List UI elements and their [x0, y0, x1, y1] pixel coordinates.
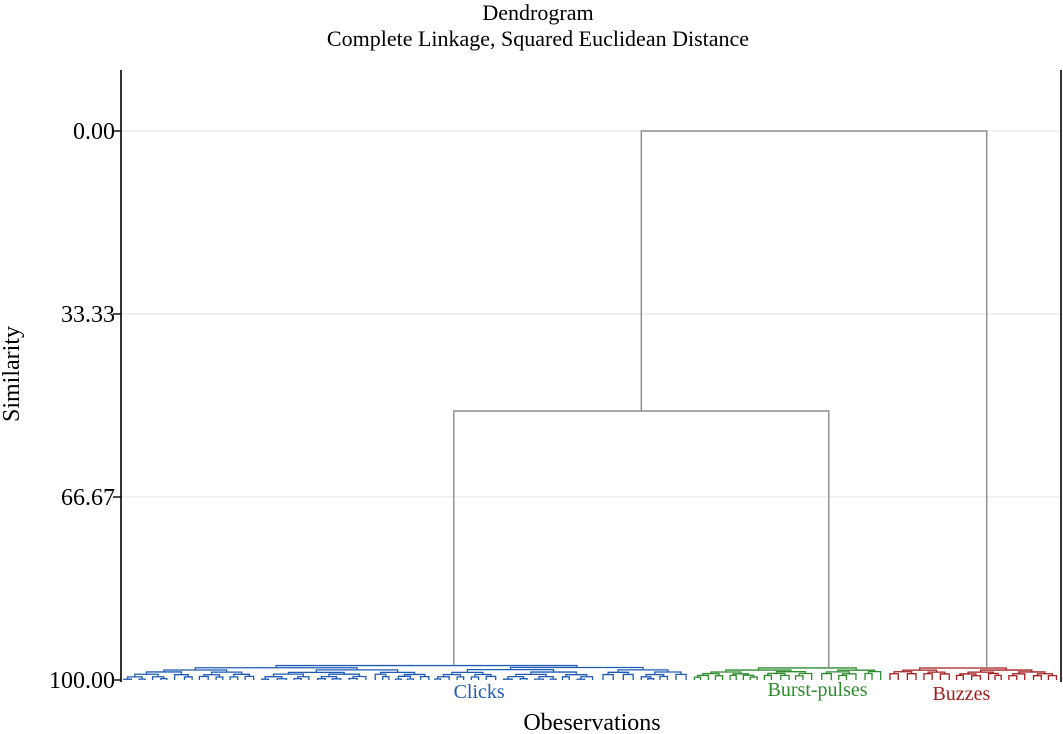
leaf-link: [622, 673, 634, 680]
leaf-link: [215, 676, 224, 680]
leaf-link: [994, 674, 1002, 680]
leaf-link: [645, 673, 665, 677]
leaf-merges: [123, 664, 1058, 680]
leaf-link: [297, 676, 310, 680]
leaf-link: [138, 678, 146, 680]
leaf-link: [261, 678, 270, 680]
chart-title: Dendrogram: [482, 0, 593, 25]
leaf-link: [970, 675, 982, 680]
link-root: [640, 130, 988, 668]
leaf-link: [927, 671, 946, 674]
leaf-link: [331, 678, 342, 680]
leaf-link: [919, 667, 1007, 671]
leaf-link: [714, 675, 724, 680]
leaf-link: [675, 673, 687, 680]
leaf-link: [503, 678, 513, 680]
leaf-link: [889, 673, 899, 680]
leaf-link: [939, 673, 950, 680]
leaf-link: [123, 678, 132, 680]
leaf-link: [394, 678, 402, 680]
leaf-link: [229, 676, 239, 680]
leaf-link: [1047, 674, 1058, 680]
leaf-link: [693, 676, 702, 680]
leaf-link: [749, 676, 758, 680]
leaf-link: [967, 671, 994, 674]
leaf-link: [767, 672, 786, 676]
leaf-link: [419, 675, 430, 680]
leaf-link: [352, 675, 367, 680]
leaf-link: [794, 675, 804, 680]
y-tick-label: 0.00: [73, 119, 115, 145]
leaf-link: [1032, 675, 1042, 680]
cluster-label: Clicks: [454, 681, 505, 703]
leaf-link: [729, 674, 737, 680]
leaf-link: [348, 677, 358, 680]
leaf-link: [580, 676, 594, 680]
cluster-label: Buzzes: [932, 683, 990, 705]
leaf-link: [696, 674, 710, 680]
leaf-link: [602, 673, 614, 680]
chart-subtitle: Complete Linkage, Squared Euclidean Dist…: [327, 26, 749, 51]
leaf-link: [434, 678, 442, 680]
y-tick-label: 66.67: [61, 485, 115, 511]
leaf-link: [640, 676, 652, 680]
y-tick-label: 100.00: [49, 668, 115, 694]
leaf-link: [1008, 675, 1018, 680]
leaf-link: [955, 674, 964, 680]
leaf-link: [442, 673, 462, 677]
leaf-link: [183, 676, 193, 680]
leaf-link: [659, 675, 669, 680]
x-axis-label: Obeservations: [523, 710, 660, 734]
leaf-link: [980, 669, 1033, 673]
y-axis-label: Similarity: [0, 326, 25, 422]
leaf-link: [456, 676, 465, 680]
leaf-link: [287, 671, 345, 675]
leaf-link: [561, 676, 570, 680]
leaf-link: [519, 678, 528, 680]
leaf-link: [515, 673, 547, 677]
leaf-link: [647, 678, 655, 680]
leaf-link: [160, 678, 168, 680]
cluster-label: Burst-pulses: [768, 679, 868, 701]
leaf-link: [397, 675, 412, 680]
leaf-link: [276, 678, 288, 680]
leaf-link: [549, 678, 557, 680]
link-clicks-burstpulses: [453, 410, 830, 668]
leaf-link: [317, 678, 326, 680]
leaf-link: [867, 670, 882, 680]
leaf-link: [406, 678, 415, 680]
leaf-link: [244, 675, 255, 680]
leaf-link: [534, 678, 544, 680]
leaf-link: [382, 675, 390, 680]
y-tick-labels: 0.00 33.33 66.67 100.00: [49, 119, 121, 694]
cluster-labels: Clicks Burst-pulses Buzzes: [454, 679, 991, 705]
leaf-link: [210, 671, 243, 675]
leaf-link: [906, 673, 917, 680]
leaf-link: [198, 675, 209, 680]
y-tick-label: 33.33: [61, 302, 115, 328]
leaf-link: [987, 672, 999, 680]
leaf-link: [923, 673, 933, 680]
leaf-link: [1012, 673, 1026, 680]
leaf-link: [576, 678, 586, 680]
leaf-link: [485, 675, 497, 680]
leaf-link: [293, 677, 302, 680]
leaf-link: [163, 669, 228, 673]
grid-lines: [121, 130, 1061, 498]
leaf-link: [470, 676, 480, 680]
cluster-links: [453, 130, 988, 668]
leaf-link: [757, 667, 857, 671]
leaf-link: [825, 671, 850, 674]
leaf-link: [275, 664, 578, 668]
leaf-link: [1036, 673, 1054, 676]
leaf-link: [145, 671, 183, 675]
